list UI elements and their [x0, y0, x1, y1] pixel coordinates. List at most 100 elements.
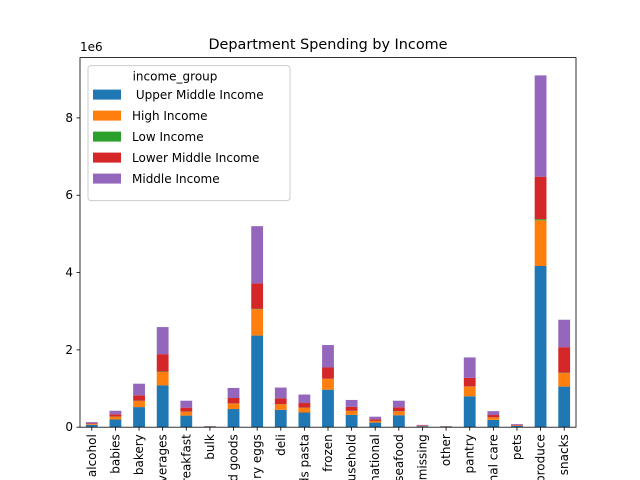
bar-segment — [487, 411, 500, 416]
bar-segment — [392, 407, 405, 412]
bar-segment — [534, 219, 547, 221]
bar-segment — [133, 400, 145, 408]
bar-segment — [534, 220, 547, 266]
bar-segment — [511, 424, 523, 425]
bar-segment — [227, 409, 240, 428]
bar-segment — [85, 422, 98, 424]
bar-segment — [180, 400, 193, 408]
bar-segment — [251, 226, 264, 284]
bar-segment — [463, 396, 476, 428]
x-tick-label: canned goods — [227, 434, 241, 480]
legend-swatch — [93, 89, 121, 100]
bar-segment — [251, 309, 264, 336]
bar-segment — [558, 347, 571, 373]
bar-segment — [392, 411, 405, 416]
bar-segment — [392, 415, 405, 428]
bar-segment — [534, 176, 547, 220]
x-tick-label: deli — [274, 434, 288, 456]
bar-segment — [369, 422, 382, 428]
legend-label: High Income — [132, 109, 208, 123]
bar-segment — [369, 419, 382, 421]
x-tick-label: babies — [108, 434, 122, 474]
legend-swatch — [93, 173, 121, 184]
bar-segment — [133, 407, 145, 428]
bar-segment — [109, 419, 122, 428]
x-tick-label: breakfast — [179, 434, 193, 480]
bar-segment — [274, 409, 287, 428]
bar-segment — [156, 371, 169, 386]
bar-segment — [227, 398, 240, 404]
bar-segment — [109, 410, 122, 415]
bar-segment — [274, 398, 287, 405]
bar-segment — [463, 357, 476, 378]
bar-segment — [274, 387, 287, 399]
x-tick-label: dairy eggs — [250, 434, 264, 480]
bar-segment — [322, 378, 334, 390]
x-tick-label: dry goods pasta — [297, 434, 311, 480]
bar-segment — [487, 417, 500, 420]
bar-segment — [345, 414, 358, 428]
x-tick-label: bulk — [203, 434, 217, 460]
x-tick-label: alcohol — [85, 434, 99, 477]
legend-swatch — [93, 152, 121, 163]
bar-segment — [416, 426, 429, 428]
bar-segment — [322, 345, 334, 368]
bar-segment — [227, 403, 240, 410]
bar-segment — [156, 354, 169, 372]
bar-segment — [85, 423, 98, 425]
x-tick-label: missing — [415, 434, 429, 480]
bar-segment — [392, 400, 405, 408]
bar-segment — [487, 415, 500, 418]
bar-segment — [416, 424, 429, 426]
chart-title: Department Spending by Income — [208, 37, 447, 53]
bar-segment — [298, 407, 311, 413]
bar-segment — [534, 75, 547, 177]
legend-label: Upper Middle Income — [132, 88, 264, 102]
plot-frame — [79, 57, 577, 428]
bar-segment — [180, 415, 193, 428]
bar-segment — [322, 367, 334, 379]
legend-swatch — [93, 131, 121, 142]
y-tick-label: 8 — [65, 111, 73, 125]
legend-label: Lower Middle Income — [132, 151, 259, 165]
bar-segment — [487, 419, 500, 428]
bar-segment — [558, 319, 571, 348]
y-tick-label: 6 — [65, 188, 73, 202]
bar-segment — [251, 283, 264, 309]
bar-segment — [133, 383, 145, 396]
legend-box — [87, 65, 291, 202]
bar-segment — [345, 399, 358, 407]
bar-segment — [511, 425, 523, 428]
bar-segment — [85, 424, 98, 428]
bar-segment — [369, 421, 382, 423]
y-tick-label: 0 — [65, 420, 73, 434]
bar-segment — [534, 265, 547, 428]
bar-segment — [369, 416, 382, 420]
y-tick-label: 4 — [65, 266, 73, 280]
bar-segment — [345, 406, 358, 411]
y-offset-label: 1e6 — [80, 40, 103, 54]
bar-segment — [558, 373, 571, 387]
bar-segment — [345, 410, 358, 415]
bar-segment — [180, 411, 193, 416]
bar-segment — [298, 403, 311, 408]
bar-segment — [156, 385, 169, 428]
bar-segment — [251, 335, 264, 428]
x-tick-label: personal care — [486, 434, 500, 480]
bar-segment — [227, 387, 240, 399]
x-tick-label: household — [345, 434, 359, 480]
bar-segment — [298, 394, 311, 404]
legend-title: income_group — [133, 70, 218, 84]
bar-segment — [133, 395, 145, 401]
legend-label: Low Income — [132, 130, 204, 144]
bar-segment — [109, 414, 122, 417]
x-tick-label: frozen — [321, 434, 335, 472]
x-tick-label: international — [368, 434, 382, 480]
bar-segment — [180, 407, 193, 412]
x-tick-label: beverages — [156, 434, 170, 480]
x-tick-label: pets — [510, 434, 524, 460]
x-tick-label: meat seafood — [392, 434, 406, 480]
bar-segment — [298, 412, 311, 428]
x-tick-label: snacks — [557, 434, 571, 475]
